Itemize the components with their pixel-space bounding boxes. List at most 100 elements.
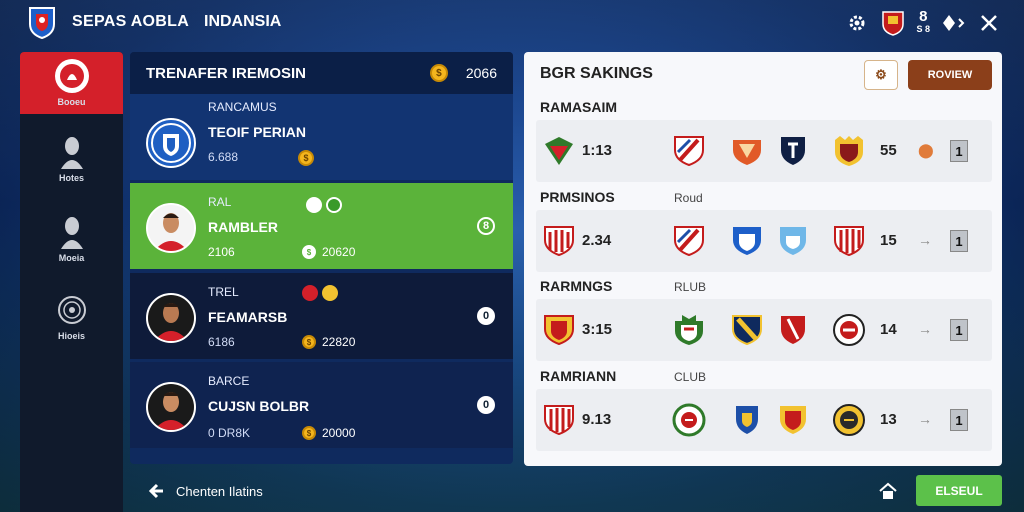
transfer-title: TRENAFER IREMOSIN [146,64,307,82]
player-meta: 2106 [208,245,235,259]
player-rating-badge: 8 [477,217,495,235]
club-crest-icon [781,137,805,165]
app-title: SEPAS AOBLA [72,13,190,30]
notification-count: 8 S 8 [916,8,930,36]
player-avatar [146,293,196,343]
coin-icon: $ [302,335,316,349]
settings-gear-icon[interactable] [844,10,870,36]
back-label: Chenten Ilatins [176,483,263,499]
player-price: $ 20620 [302,245,355,259]
club-crest-icon[interactable] [880,10,906,36]
filter-icon[interactable]: ⚙ [864,60,898,90]
club-crest-icon [544,405,574,436]
price-value: 22820 [322,335,356,349]
coin-icon: $ [298,150,314,166]
club-crest-icon [733,227,761,255]
club-crest-icon [781,316,805,344]
coin-icon: $ [302,245,316,259]
player-avatar [146,203,196,253]
player-meta: 6.688 [208,150,239,164]
player-row[interactable]: RANCAMUS TEOIF PERIAN 6.688 $ [130,94,513,180]
ranking-score: 1:13 [582,142,613,159]
ranking-row[interactable]: 1:13 55 ⬤ 1 [536,120,992,182]
ranking-points: 55 [880,142,897,159]
trend-icon: → [918,321,932,337]
ranking-points: 15 [880,232,897,249]
player-row[interactable]: BARCE CUJSN BOLBR 0 DR8K $ 20000 0 [130,362,513,448]
flag-icon [302,285,318,301]
sidebar-item-label: Hioeis [57,331,85,341]
group-label: RAMASAIM [540,99,617,115]
player-tag: RANCAMUS [208,100,277,114]
club-crest-icon [736,406,758,434]
flag-icon [306,197,322,213]
player-rating-badge: 0 [477,307,495,325]
player-row[interactable]: TREL FEAMARSB 6186 $ 22820 0 [130,273,513,359]
player-price: $ 22820 [302,335,355,349]
nation-flags [302,285,338,301]
home-icon[interactable] [878,482,898,500]
club-crest-icon [675,315,703,345]
club-crest-icon [780,227,806,255]
close-icon[interactable] [976,10,1002,36]
ranking-points: 13 [880,411,897,428]
count-top: 8 [919,8,928,25]
sidebar-item-club[interactable]: Booeu [20,52,123,114]
player-row[interactable]: RAL RAMBLER 2106 $ 20620 8 [130,183,513,269]
sidebar-item-hotes[interactable]: Hotes [20,128,123,190]
ranking-row[interactable]: 3:15 14 → 1 [536,299,992,361]
player-name: CUJSN BOLBR [208,398,310,414]
flag-icon [326,197,342,213]
ranking-row[interactable]: 2.34 15 → 1 [536,210,992,272]
nation-flags [306,197,342,213]
sidebar: Booeu Hotes Moeia Hioeis [20,52,123,512]
coin-icon: $ [302,426,316,440]
ranking-score: 9.13 [582,411,612,428]
coin-icon: $ [429,64,448,82]
transfer-balance: 2066 [465,65,497,81]
ranking-row[interactable]: 9.13 13 → 1 [536,389,992,451]
ranking-points: 14 [880,321,897,338]
rankings-title: BGR SAKINGS [540,65,653,82]
diamond-icon[interactable] [940,10,966,36]
player-tag: TREL [208,285,239,299]
sidebar-item-label: Booeu [57,97,86,107]
club-crest-icon [835,136,863,166]
club-crest-icon [834,226,864,257]
rank-position: 1 [950,230,968,252]
player-avatar [146,382,196,432]
count-bottom: S 8 [916,24,930,34]
club-crest-icon [833,404,865,436]
sidebar-item-hioeis[interactable]: Hioeis [20,286,123,348]
price-value: 20000 [322,426,356,440]
trend-icon: → [918,232,932,248]
transfer-header: TRENAFER IREMOSIN $ 2066 [130,52,513,94]
sidebar-item-label: Hotes [58,173,84,183]
player-rating-badge: 0 [477,396,495,414]
player-name: FEAMARSB [208,309,288,325]
player-tag: RAL [208,195,232,209]
club-crest-icon [146,118,196,168]
sidebar-item-moeia[interactable]: Moeia [20,208,123,270]
player-meta: 0 DR8K [208,426,251,440]
top-bar: SEPAS AOBLA INDANSIA 8 S 8 [0,0,1024,46]
flag-icon [322,285,338,301]
rankings-panel: BGR SAKINGS ⚙ ROVIEW RAMASAIM 1:13 55 ⬤ … [524,52,1002,466]
group-sub: RLUB [674,280,707,294]
review-button[interactable]: ROVIEW [908,60,992,90]
back-arrow-icon [148,483,163,499]
app-logo-icon [29,7,55,40]
app-subtitle: INDANSIA [204,13,282,30]
club-crest-icon [545,137,573,165]
player-name: RAMBLER [208,219,278,235]
club-crest-icon [674,136,704,167]
club-crest-icon [672,403,706,437]
ranking-score: 3:15 [582,321,613,338]
back-link[interactable]: Chenten Ilatins [148,483,263,499]
result-button[interactable]: ELSEUL [916,475,1002,506]
player-silhouette-icon [55,215,89,249]
player-tag: BARCE [208,374,250,388]
group-label: PRMSINOS [540,189,615,205]
trend-icon: → [918,411,932,427]
player-price: $ 20000 [302,426,355,440]
